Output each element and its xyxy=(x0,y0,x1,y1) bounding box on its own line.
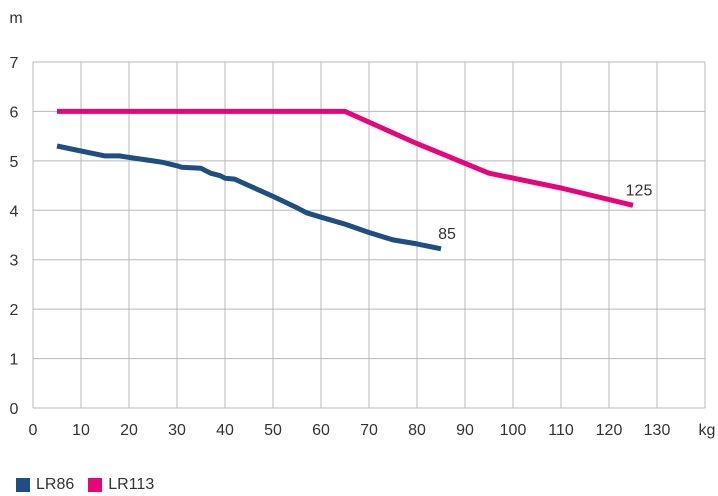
legend-item-lr86: LR86 xyxy=(16,476,74,494)
x-tick-label: 50 xyxy=(264,422,282,439)
legend-item-lr113: LR113 xyxy=(88,476,154,494)
legend: LR86 LR113 xyxy=(16,476,154,494)
x-tick-label: 0 xyxy=(29,422,38,439)
series-end-label-lr113: 125 xyxy=(626,182,653,199)
x-tick-label: 110 xyxy=(548,422,574,439)
load-chart: 0 1 2 3 4 5 6 7 0 10 20 30 40 50 60 70 80 90 100 110 120 130… xyxy=(9,10,716,439)
x-tick-label: 130 xyxy=(644,422,671,439)
x-tick-label: 20 xyxy=(120,422,138,439)
series-end-labels: 85 125 xyxy=(438,182,652,242)
series-lines xyxy=(56,108,634,252)
y-tick-label: 3 xyxy=(10,253,19,270)
legend-swatch-lr113 xyxy=(88,478,103,492)
x-tick-label: 40 xyxy=(216,422,234,439)
y-axis-ticks: 0 1 2 3 4 5 6 7 xyxy=(10,55,19,418)
y-axis-unit: m xyxy=(9,10,22,27)
series-end-label-lr86: 85 xyxy=(438,226,456,243)
y-tick-label: 4 xyxy=(10,203,19,220)
legend-label-lr113: LR113 xyxy=(108,476,155,493)
y-tick-label: 0 xyxy=(10,401,19,418)
x-tick-label: 30 xyxy=(168,422,186,439)
legend-swatch-lr86 xyxy=(16,478,30,492)
x-tick-label: 90 xyxy=(456,422,474,439)
y-tick-label: 7 xyxy=(10,55,19,72)
x-tick-label: 120 xyxy=(596,422,623,439)
legend-label-lr86: LR86 xyxy=(36,476,75,493)
vertical-gridlines xyxy=(32,62,706,408)
x-tick-label: 80 xyxy=(408,422,426,439)
x-axis-unit: kg xyxy=(699,422,716,439)
y-tick-label: 5 xyxy=(10,154,19,171)
x-axis-ticks: 0 10 20 30 40 50 60 70 80 90 100 110 120 130 xyxy=(29,422,671,439)
y-tick-label: 1 xyxy=(10,352,19,369)
series-line-lr113 xyxy=(57,108,634,208)
y-tick-label: 2 xyxy=(10,302,19,319)
series-line-lr86 xyxy=(56,143,442,252)
x-tick-label: 10 xyxy=(72,422,90,439)
x-tick-label: 100 xyxy=(500,422,527,439)
x-tick-label: 60 xyxy=(312,422,330,439)
x-tick-label: 70 xyxy=(360,422,378,439)
y-tick-label: 6 xyxy=(10,104,19,121)
